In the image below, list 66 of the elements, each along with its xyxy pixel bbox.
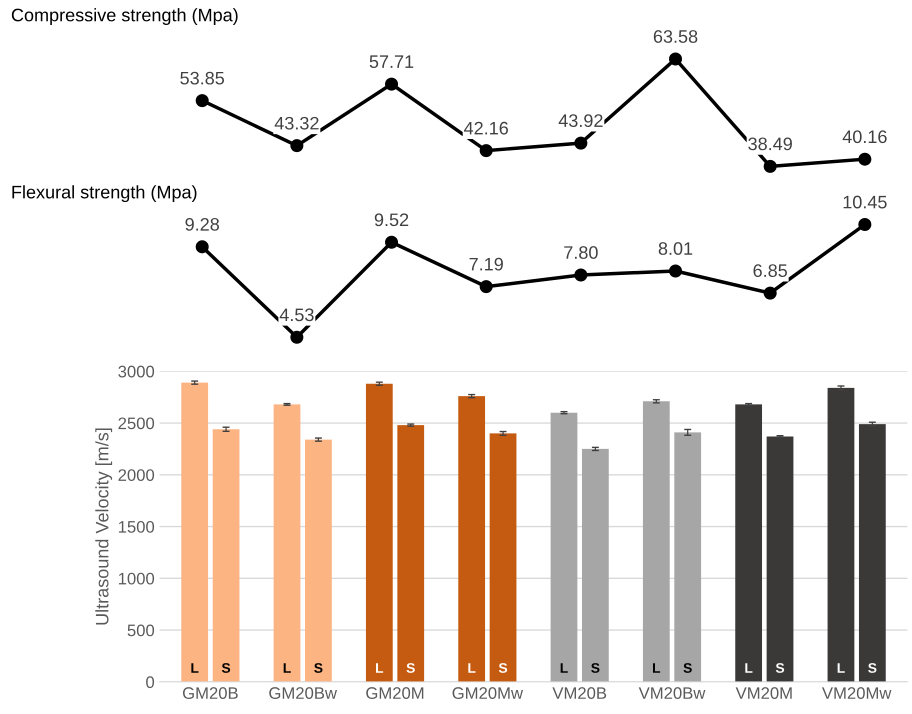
text: L [560,663,568,673]
point [480,144,493,158]
y-tick-label: 3000 [118,366,154,378]
text: L [838,663,845,673]
point [196,94,209,108]
data-label: 43.32 [274,116,319,130]
point [574,136,588,150]
point [574,268,588,282]
x-tick-label: VM20M [736,687,792,699]
y-tick-label: 2000 [118,469,154,482]
text: S [591,663,600,673]
x-tick-label: GM20B [182,687,238,699]
series-label: L [191,663,198,673]
point [196,240,209,254]
y-axis-title: Ultrasound Velocity [m/s] [95,428,112,625]
x-tick-label: VM20Bw [638,687,706,699]
data-label: 42.16 [464,122,508,135]
point [858,218,872,232]
data-label: 10.45 [844,196,887,208]
point [764,286,777,300]
point [290,330,304,344]
data-label: 53.85 [180,72,224,85]
point [480,280,493,294]
series-label: S [222,663,230,673]
x-tick-label: VM20Mw [822,687,892,699]
y-tick-label: 1500 [118,520,154,533]
x-tick-label: VM20B [552,687,606,699]
chart-title: Flexural strength (Mpa) [12,185,196,202]
data-label: 38.49 [748,137,792,150]
data-label: 57.71 [370,55,414,68]
text: S [683,663,692,673]
x-tick-label: GM20Bw [269,687,338,699]
data-label: 40.16 [842,130,887,144]
point [764,160,777,173]
point [669,52,682,66]
data-label: 43.92 [558,114,603,128]
text: S [498,663,508,673]
text: S [406,663,415,673]
x-tick-label: GM20M [366,687,424,699]
data-label: 6.85 [754,264,787,278]
text: L [468,663,476,673]
data-label: 7.80 [564,246,598,259]
text: L [284,663,291,673]
point [858,152,872,166]
data-label: 63.58 [654,30,698,43]
text: S [314,663,322,673]
y-tick-label: 500 [128,624,154,636]
y-tick-label: 2500 [118,417,154,430]
text: S [776,663,784,673]
y-tick-label: 0 [146,676,154,688]
text: S [868,663,876,673]
text: L [653,663,660,673]
data-label: 7.19 [470,258,503,271]
point [669,264,682,278]
data-label: 4.53 [280,308,314,322]
data-label: 9.28 [185,218,219,231]
x-tick-label: GM20Mw [452,687,524,699]
data-label: 9.52 [374,213,408,226]
y-tick-label: 1000 [118,572,154,585]
chart-title: Compressive strength (Mpa) [12,8,238,25]
data-label: 8.01 [658,242,692,255]
point [385,236,398,249]
text: L [376,663,384,673]
point [290,139,304,152]
text: L [745,663,752,673]
point [385,78,398,91]
